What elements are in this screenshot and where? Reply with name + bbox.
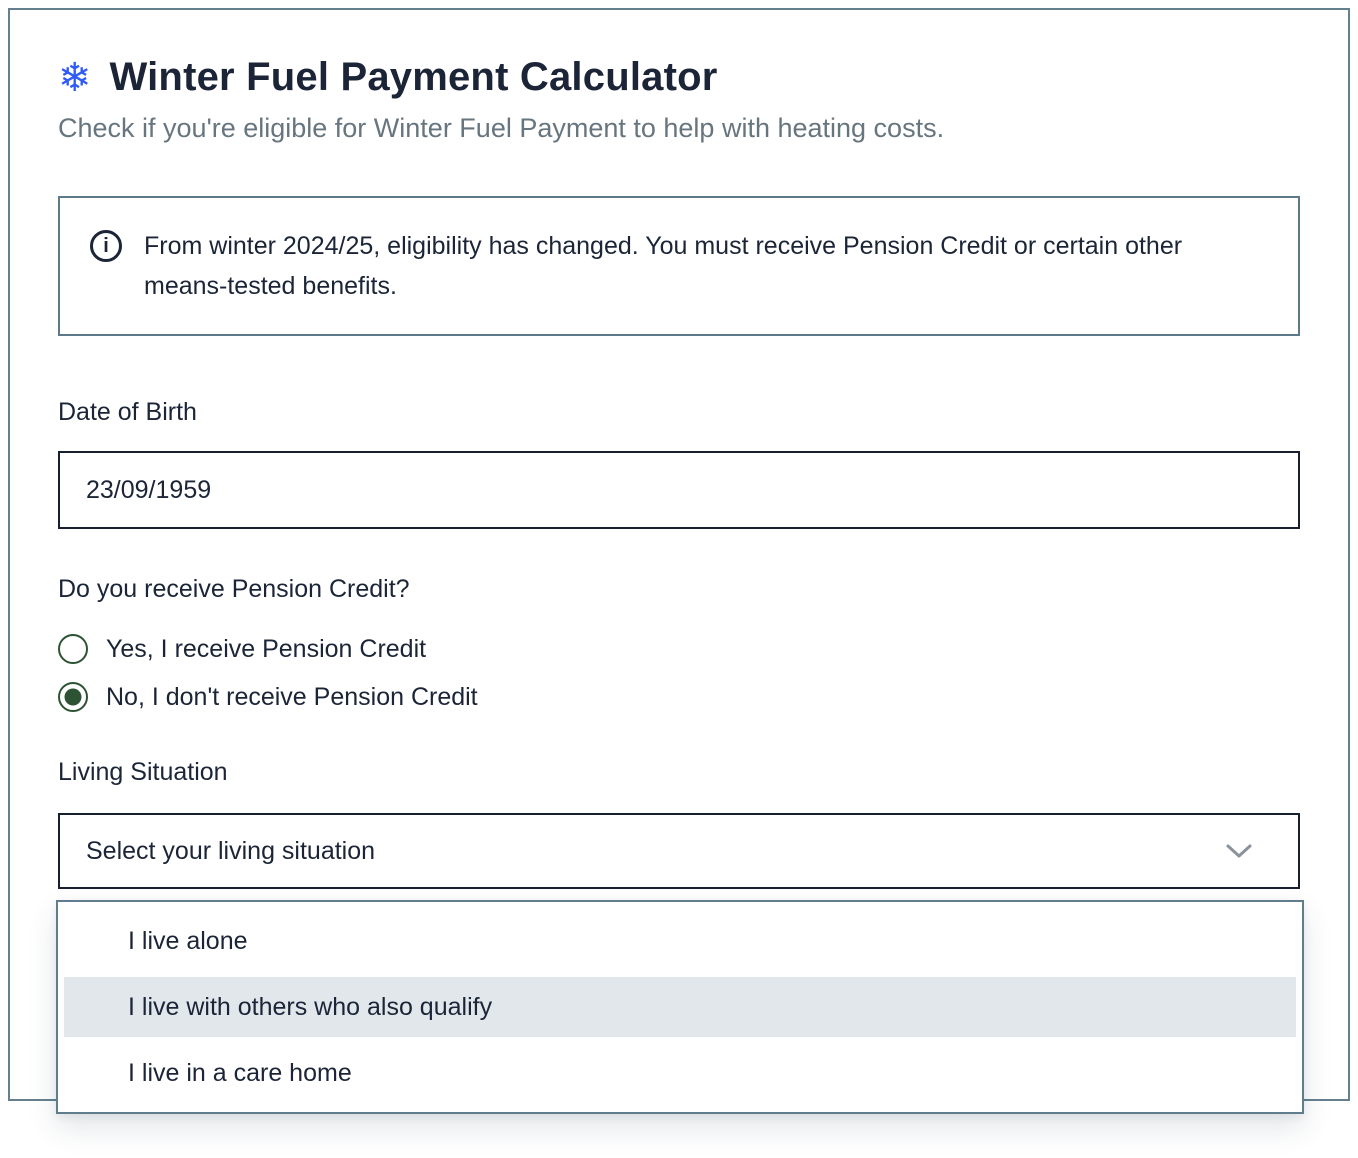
dob-label: Date of Birth — [58, 398, 197, 426]
radio-button-no[interactable] — [58, 682, 88, 712]
chevron-down-icon — [1226, 844, 1252, 858]
radio-label-yes: Yes, I receive Pension Credit — [106, 634, 427, 663]
pension-credit-radio-group: Yes, I receive Pension Credit No, I don'… — [58, 634, 1300, 712]
calculator-card: ❄ Winter Fuel Payment Calculator Check i… — [8, 8, 1350, 1114]
radio-button-yes[interactable] — [58, 634, 88, 664]
snowflake-icon: ❄ — [58, 55, 92, 100]
header: ❄ Winter Fuel Payment Calculator — [58, 55, 1300, 100]
living-situation-select[interactable]: Select your living situation — [58, 813, 1300, 889]
page-subtitle: Check if you're eligible for Winter Fuel… — [58, 113, 945, 143]
radio-label-no: No, I don't receive Pension Credit — [106, 682, 478, 711]
radio-option-no[interactable]: No, I don't receive Pension Credit — [58, 682, 1300, 712]
eligibility-notice: i From winter 2024/25, eligibility has c… — [58, 196, 1300, 336]
dropdown-option-live-alone[interactable]: I live alone — [128, 927, 248, 955]
living-situation-select-wrap: Select your living situation I live alon… — [56, 813, 1304, 1114]
living-situation-dropdown: I live alone I live with others who also… — [56, 900, 1304, 1114]
page-title: Winter Fuel Payment Calculator — [109, 55, 718, 99]
radio-option-yes[interactable]: Yes, I receive Pension Credit — [58, 634, 1300, 664]
select-placeholder: Select your living situation — [86, 836, 376, 865]
dropdown-option-care-home[interactable]: I live in a care home — [128, 1059, 352, 1087]
pension-credit-question: Do you receive Pension Credit? — [58, 575, 410, 603]
info-icon: i — [90, 230, 122, 262]
living-situation-label: Living Situation — [58, 758, 228, 786]
dropdown-option-live-with-others[interactable]: I live with others who also qualify — [64, 977, 1296, 1037]
dob-input[interactable] — [58, 451, 1300, 529]
notice-text: From winter 2024/25, eligibility has cha… — [144, 232, 1183, 300]
